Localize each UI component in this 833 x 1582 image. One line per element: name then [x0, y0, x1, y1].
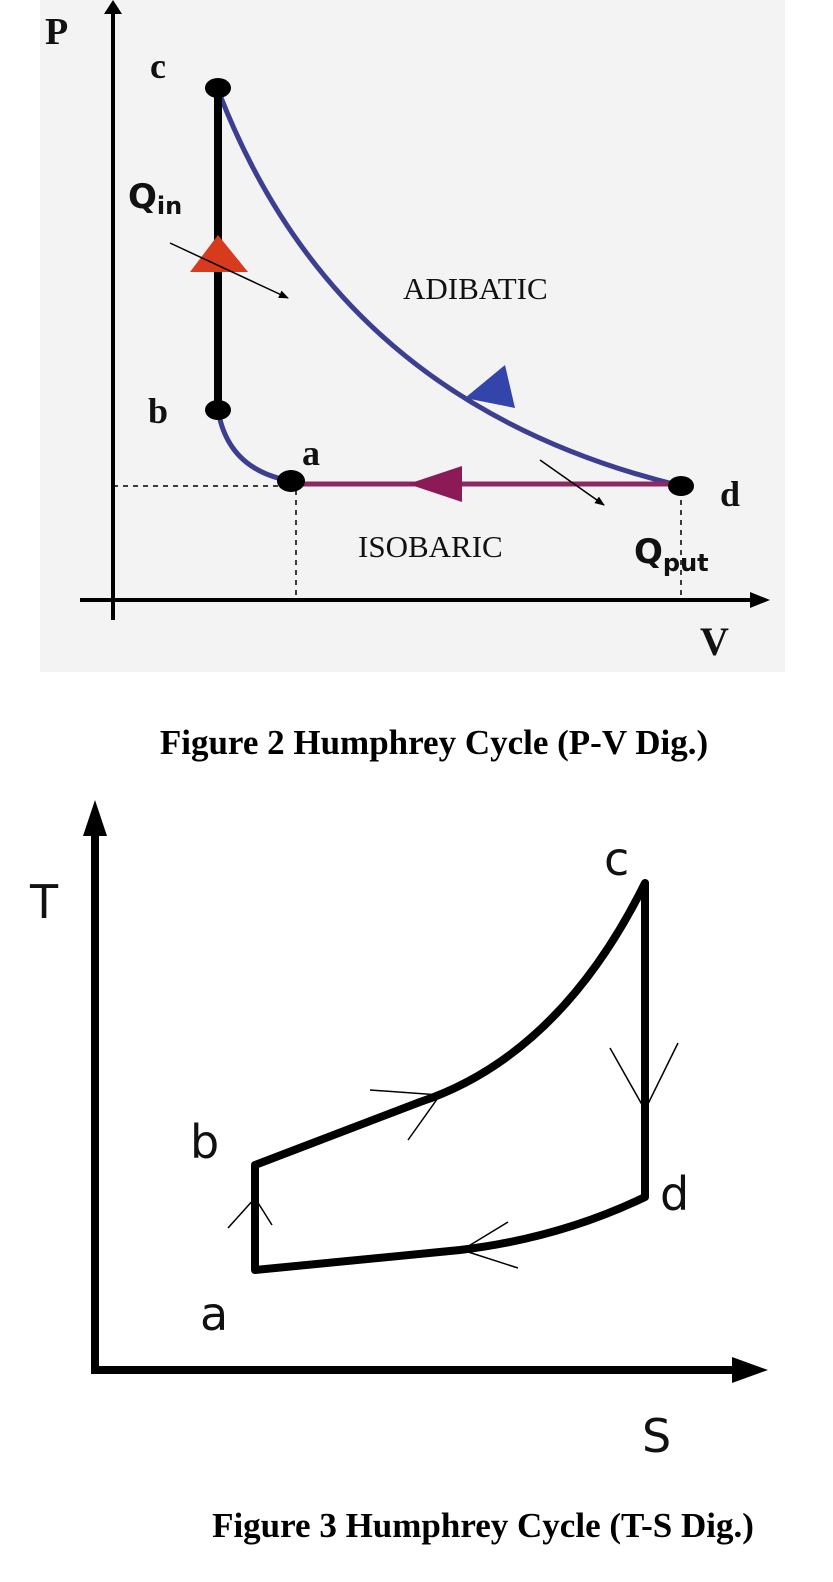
point-b-label: b — [148, 391, 168, 431]
direction-marks — [227, 1042, 679, 1269]
point-a-label: a — [200, 1287, 228, 1341]
point-a-label: a — [302, 433, 320, 473]
heat-in-label: Qin — [128, 177, 182, 220]
pv-background — [40, 0, 785, 672]
isobaric-label: ISOBARIC — [358, 529, 503, 564]
heat-in-arrow — [169, 242, 289, 299]
adiabatic-expansion — [217, 94, 682, 489]
heat-in-subscript: in — [157, 192, 182, 220]
guide-lines — [113, 485, 682, 600]
adiabatic-label: ADIBATIC — [403, 271, 548, 306]
arrow-left — [408, 466, 462, 502]
p-axis-arrow — [104, 0, 122, 14]
heat-out-subscript: put — [663, 549, 709, 577]
s-axis-label: S — [642, 1409, 671, 1463]
figure3-caption: Figure 3 Humphrey Cycle (T-S Dig.) — [212, 1506, 754, 1545]
point-c-label: c — [150, 46, 166, 86]
heat-out-arrow — [539, 459, 605, 506]
v-axis-arrow — [750, 592, 770, 608]
t-axis-label: T — [29, 875, 59, 929]
ts-diagram: T c b d a S — [29, 800, 768, 1463]
pv-diagram: P c b a d V Qin Qput ADIBATIC ISOBARIC — [40, 0, 785, 672]
heat-out-label: Qput — [634, 532, 709, 577]
point-d-label: d — [660, 1167, 689, 1221]
s-axis-arrow — [732, 1357, 768, 1383]
t-axis-arrow — [83, 800, 107, 836]
v-axis-label: V — [700, 619, 729, 664]
point-c-label: c — [604, 832, 629, 886]
figure2-caption: Figure 2 Humphrey Cycle (P-V Dig.) — [160, 723, 708, 762]
cycle-path — [251, 879, 649, 1274]
point-b-label: b — [190, 1115, 219, 1169]
point-d-label: d — [720, 474, 740, 514]
state-points — [205, 78, 694, 496]
arrow-up — [190, 235, 248, 272]
heat-in-symbol: Q — [128, 177, 157, 217]
arrow-down — [465, 365, 515, 408]
p-axis-label: P — [45, 11, 68, 53]
heat-out-symbol: Q — [634, 532, 663, 572]
